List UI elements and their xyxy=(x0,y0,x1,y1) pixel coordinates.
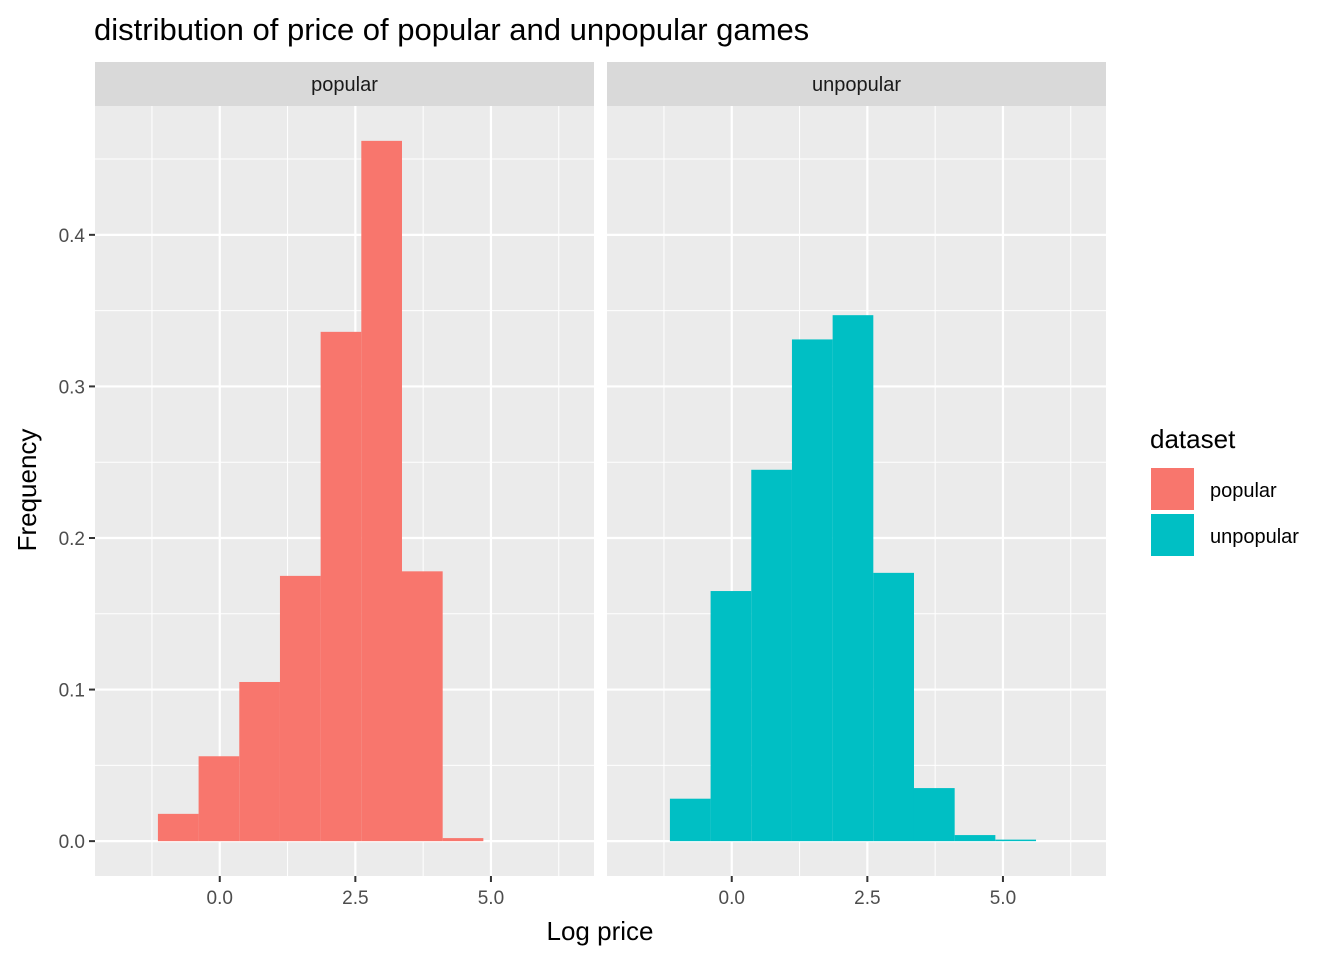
x-tick-label: 5.0 xyxy=(990,888,1016,909)
legend-label-popular: popular xyxy=(1210,480,1277,502)
x-tick-label: 5.0 xyxy=(478,888,504,909)
facet-strip-label-popular: popular xyxy=(311,74,378,96)
facet-strip-label-unpopular: unpopular xyxy=(812,74,901,96)
histogram-bar-unpopular-3 xyxy=(791,339,833,842)
histogram-bar-popular-1 xyxy=(198,756,240,842)
histogram-bar-unpopular-1 xyxy=(710,591,752,842)
histogram-bar-popular-2 xyxy=(239,681,280,842)
x-tick-label: 2.5 xyxy=(342,888,368,909)
histogram-bar-unpopular-2 xyxy=(751,469,792,842)
facet-panel-unpopular: unpopular 0.0 2.5 5.0 xyxy=(607,62,1106,909)
facet-panels: popular 0.0 2.5 5.0 unpopular 0.0 2.5 5.0 0.0 0.1… xyxy=(59,62,1106,909)
histogram-bar-unpopular-5 xyxy=(873,572,914,842)
facet-strip-popular xyxy=(95,62,594,106)
facet-panel-popular: popular 0.0 2.5 5.0 xyxy=(95,62,594,909)
y-tick-label: 0.0 xyxy=(59,832,85,853)
legend-label-unpopular: unpopular xyxy=(1210,526,1299,548)
facet-strip-unpopular xyxy=(607,62,1106,106)
histogram-bar-popular-4 xyxy=(320,331,362,842)
chart-title: distribution of price of popular and unp… xyxy=(94,12,809,47)
legend-key-popular xyxy=(1151,468,1194,510)
legend-title: dataset xyxy=(1150,424,1236,454)
y-axis-title: Frequency xyxy=(12,429,42,552)
y-tick-label: 0.2 xyxy=(59,529,85,550)
x-axis-title: Log price xyxy=(547,916,654,946)
histogram-bar-unpopular-4 xyxy=(832,315,874,842)
histogram-bar-unpopular-7 xyxy=(954,835,996,842)
y-tick-label: 0.3 xyxy=(59,377,85,398)
y-tick-label: 0.4 xyxy=(59,226,86,247)
x-tick-label: 0.0 xyxy=(207,888,233,909)
histogram-bar-popular-6 xyxy=(401,571,443,842)
histogram-bar-popular-7 xyxy=(442,838,484,842)
x-tick-label: 0.0 xyxy=(719,888,745,909)
histogram-bar-unpopular-6 xyxy=(913,788,955,842)
histogram-bar-popular-3 xyxy=(279,575,321,842)
y-tick-label: 0.1 xyxy=(59,681,85,702)
legend: dataset popular unpopular xyxy=(1150,424,1299,556)
legend-key-unpopular xyxy=(1151,514,1194,556)
histogram-bar-popular-0 xyxy=(157,813,199,842)
histogram-bar-unpopular-8 xyxy=(995,839,1037,842)
histogram-bar-popular-5 xyxy=(361,140,402,842)
x-tick-label: 2.5 xyxy=(854,888,880,909)
histogram-bar-unpopular-0 xyxy=(669,798,711,842)
